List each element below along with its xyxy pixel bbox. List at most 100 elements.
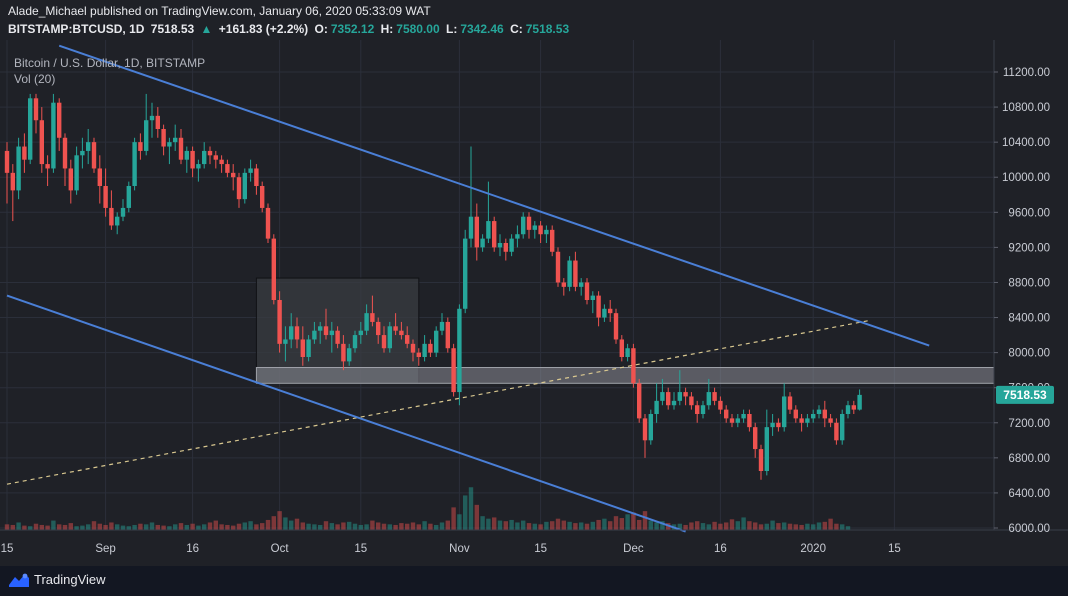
volume-bar <box>747 521 752 530</box>
candle-body <box>173 137 178 143</box>
candle-body <box>845 405 851 414</box>
candle-body <box>555 251 561 283</box>
candle <box>178 129 184 165</box>
candle <box>660 378 665 406</box>
price-tick-label: 8800.00 <box>1008 277 1050 289</box>
candle-body <box>468 216 474 239</box>
volume-bar <box>144 524 149 530</box>
time-tick-label: 15 <box>354 543 367 555</box>
candle-body <box>428 343 433 353</box>
tradingview-brand[interactable]: TradingView <box>34 572 106 587</box>
low-value: 7342.46 <box>460 22 504 36</box>
candle-body <box>741 414 746 419</box>
candle-body <box>764 427 769 471</box>
candle <box>445 317 450 353</box>
volume-bar <box>109 522 114 530</box>
candle <box>602 304 607 322</box>
volume-bar <box>173 524 178 530</box>
volume-bar <box>91 521 97 530</box>
candle-body <box>758 449 764 471</box>
candle-body <box>677 392 682 401</box>
candle-body <box>579 282 584 287</box>
volume-bar <box>503 521 508 530</box>
candle <box>642 414 648 458</box>
candle <box>161 124 166 156</box>
candle-body <box>62 137 68 169</box>
candle-body <box>666 392 671 406</box>
candle-body <box>57 102 62 138</box>
candle <box>387 321 392 353</box>
candle-body <box>567 260 572 287</box>
volume-bar <box>393 524 398 530</box>
candle <box>550 225 555 257</box>
candle <box>782 383 787 432</box>
time-tick-label: Nov <box>449 543 470 555</box>
candle <box>724 405 729 423</box>
volume-bar <box>364 524 369 530</box>
volume-bar <box>590 521 595 530</box>
candle-body <box>393 326 398 331</box>
volume-bar <box>271 516 276 530</box>
volume-bar <box>544 521 549 530</box>
candle <box>144 93 149 156</box>
volume-bar <box>410 522 416 530</box>
candle-body <box>231 172 236 178</box>
volume-bar <box>347 521 352 530</box>
candle <box>109 190 114 230</box>
candle <box>816 405 822 419</box>
price-axis[interactable]: 11200.00 10800.00 10400.00 10000.00 9600.00 9… <box>994 67 1050 535</box>
up-arrow-icon: ▲ <box>200 22 213 36</box>
price-chart[interactable]: 11200.00 10800.00 10400.00 10000.00 9600.00 9… <box>0 0 1068 566</box>
candle <box>86 129 91 165</box>
candle-body <box>248 168 253 173</box>
volume-bar <box>149 522 155 530</box>
candle <box>608 300 613 322</box>
candle-body <box>700 405 706 414</box>
candle-body <box>405 335 410 344</box>
price-tick-label: 6000.00 <box>1008 523 1050 535</box>
candle-body <box>816 409 822 414</box>
candle <box>422 335 427 362</box>
volume-bar <box>213 520 218 530</box>
candle <box>764 409 769 476</box>
volume-bar <box>132 524 137 530</box>
candle-body <box>178 137 184 160</box>
candle-body <box>358 330 363 336</box>
time-tick-label: 16 <box>186 543 199 555</box>
candle-body <box>120 207 126 217</box>
candle <box>758 444 764 480</box>
candle-body <box>213 155 218 160</box>
candle-body <box>486 221 491 239</box>
candle <box>677 370 682 406</box>
volume-bar <box>793 524 798 530</box>
time-axis[interactable]: 15 Sep 16 Oct 15 Nov 15 Dec 16 2020 15 <box>1 543 901 555</box>
volume-bar <box>370 520 375 530</box>
volume-bar <box>155 524 160 530</box>
candle-body <box>521 216 526 235</box>
candle <box>468 146 474 248</box>
volume-bar <box>97 523 102 530</box>
volume-bar <box>567 521 572 530</box>
volume-bar <box>405 523 410 530</box>
candle-body <box>300 339 305 357</box>
candle <box>132 137 137 191</box>
candle <box>474 203 479 261</box>
candle <box>22 133 27 173</box>
volume-bar <box>486 518 491 530</box>
candle <box>312 321 317 344</box>
volume-indicator-label[interactable]: Vol (20) <box>14 72 56 86</box>
tradingview-logo-icon[interactable] <box>8 571 30 589</box>
candle-body <box>561 282 566 287</box>
candle-body <box>596 295 601 318</box>
volume-bar <box>318 524 323 530</box>
candle <box>793 405 798 423</box>
candle <box>689 392 694 410</box>
volume-bar <box>805 523 810 530</box>
candle-body <box>811 414 816 419</box>
candle-body <box>683 392 688 397</box>
symbol-label[interactable]: BITSTAMP:BTCUSD, 1D <box>8 22 145 36</box>
candle-body <box>149 115 155 121</box>
candle-body <box>410 343 416 353</box>
dashed-trendline <box>6 319 872 485</box>
candle-body <box>364 313 369 331</box>
